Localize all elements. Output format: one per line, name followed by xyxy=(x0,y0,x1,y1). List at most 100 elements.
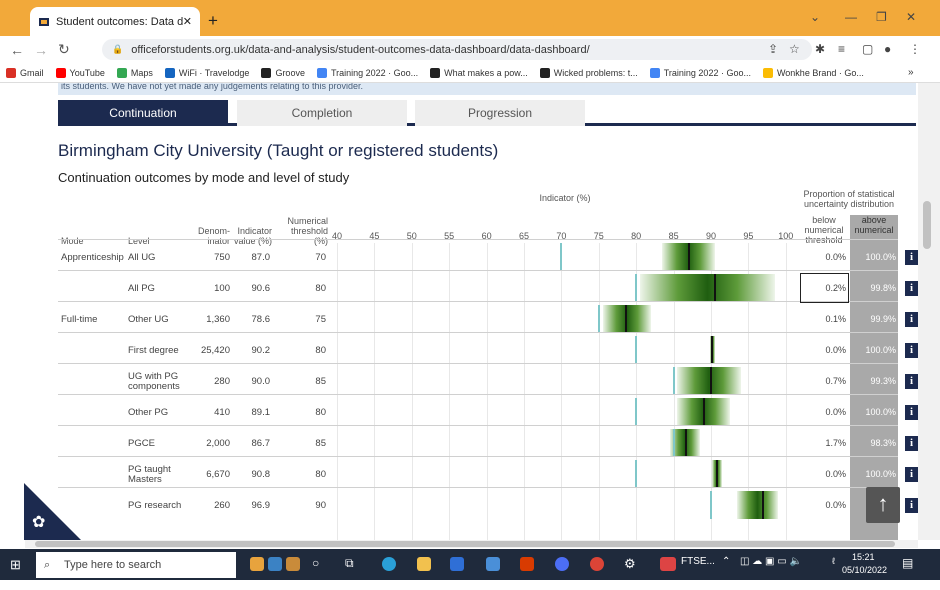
uncertainty-distribution xyxy=(677,367,741,395)
bookmark-item[interactable]: Groove xyxy=(261,67,305,78)
horizontal-scrollbar[interactable] xyxy=(25,540,918,548)
info-button[interactable]: i xyxy=(905,343,918,358)
info-button[interactable]: i xyxy=(905,281,918,296)
tab-progression[interactable]: Progression xyxy=(415,100,585,126)
indicator-marker xyxy=(711,336,714,364)
share-icon[interactable]: ⇪ xyxy=(768,42,779,56)
table-cell-indicator: 78.6 xyxy=(251,314,271,325)
bookmark-item[interactable]: Training 2022 · Goo... xyxy=(649,67,751,78)
more-bookmarks-icon[interactable]: » xyxy=(908,67,914,78)
profile-avatar-icon[interactable]: ● xyxy=(884,42,892,56)
search-placeholder: Type here to search xyxy=(64,559,162,571)
info-button[interactable]: i xyxy=(905,405,918,420)
table-cell-threshold: 85 xyxy=(315,438,326,449)
mail-icon[interactable] xyxy=(486,557,500,571)
scroll-to-top-button[interactable]: ↑ xyxy=(866,487,900,523)
menu-icon[interactable]: ⋮ xyxy=(909,42,921,56)
app-icon[interactable] xyxy=(286,557,300,571)
info-button[interactable]: i xyxy=(905,312,918,327)
info-button[interactable]: i xyxy=(905,498,918,513)
edge-icon[interactable] xyxy=(382,557,396,571)
tray-chevron-icon[interactable]: ⌃ xyxy=(722,556,731,567)
ftse-app-icon[interactable] xyxy=(660,557,676,571)
notifications-icon[interactable]: ▤ xyxy=(902,556,914,570)
new-tab-icon[interactable]: + xyxy=(208,11,218,30)
bookmark-item[interactable]: Maps xyxy=(116,67,153,78)
info-button[interactable]: i xyxy=(905,467,918,482)
info-button[interactable]: i xyxy=(905,436,918,451)
bookmark-label: What makes a pow... xyxy=(444,67,528,78)
w-icon xyxy=(539,67,550,78)
settings-corner[interactable] xyxy=(24,483,81,540)
tab-completion[interactable]: Completion xyxy=(237,100,407,126)
bookmark-item[interactable]: Training 2022 · Goo... xyxy=(316,67,418,78)
app-icon[interactable] xyxy=(250,557,264,571)
info-button[interactable]: i xyxy=(905,250,918,265)
file-explorer-icon[interactable] xyxy=(417,557,431,571)
tab-title: Student outcomes: Data dashboa xyxy=(56,15,183,28)
vertical-scrollbar[interactable] xyxy=(918,83,940,540)
bookmark-item[interactable]: Gmail xyxy=(6,67,44,78)
google-docs-icon xyxy=(316,67,327,78)
top-note: its students. We have not yet made any j… xyxy=(58,83,916,95)
close-tab-icon[interactable]: ✕ xyxy=(182,16,192,28)
table-cell-level: PG research xyxy=(128,500,182,511)
extensions-icon[interactable]: ✱ xyxy=(815,42,826,56)
bookmark-item[interactable]: WiFi · Travelodge xyxy=(164,67,249,78)
grid-line xyxy=(785,243,787,540)
above-threshold-value: 99.9% xyxy=(850,304,898,334)
app-icon[interactable] xyxy=(268,557,282,571)
reading-list-icon[interactable]: ≡ xyxy=(838,42,846,56)
clock-time[interactable]: 15:21 xyxy=(852,552,875,562)
chrome-icon[interactable] xyxy=(590,557,604,571)
outcome-tabs: Continuation Completion Progression xyxy=(58,100,916,126)
settings-icon[interactable]: ⚙ xyxy=(624,556,636,571)
axis-tick-label: 50 xyxy=(406,231,417,241)
row-divider xyxy=(58,363,898,364)
tab-search-icon[interactable]: ⌄ xyxy=(810,10,821,24)
language-icon[interactable]: ℓ xyxy=(832,556,835,566)
side-panel-icon[interactable]: ▢ xyxy=(862,42,874,56)
browser-tab[interactable]: Student outcomes: Data dashboa ✕ xyxy=(30,7,200,36)
bookmark-label: YouTube xyxy=(69,67,105,78)
bookmark-star-icon[interactable]: ☆ xyxy=(789,42,800,56)
ftse-app-label[interactable]: FTSE... xyxy=(681,556,715,567)
close-window-icon[interactable]: ✕ xyxy=(906,10,917,24)
windows-start-icon[interactable]: ⊞ xyxy=(10,557,21,572)
back-icon[interactable]: ← xyxy=(10,41,24,58)
bookmark-item[interactable]: Wonkhe Brand · Go... xyxy=(762,67,864,78)
app-icon[interactable] xyxy=(450,557,464,571)
bookmarks-bar: Gmail YouTube Maps WiFi · Travelodge Gro… xyxy=(0,63,940,83)
table-cell-denominator: 6,670 xyxy=(206,469,230,480)
office-icon[interactable] xyxy=(520,557,534,571)
reload-icon[interactable]: ↻ xyxy=(58,41,70,57)
info-button[interactable]: i xyxy=(905,374,918,389)
clock-date[interactable]: 05/10/2022 xyxy=(842,565,888,575)
row-divider xyxy=(58,425,898,426)
tray-icons[interactable]: ◫ ☁ ▣ ▭ 🔈 xyxy=(740,556,802,567)
restore-icon[interactable]: ❐ xyxy=(876,10,887,24)
cortana-icon[interactable]: ○ xyxy=(312,556,320,570)
settings-gear-icon[interactable]: ✿ xyxy=(32,514,46,531)
scroll-thumb[interactable] xyxy=(35,541,895,547)
indicator-marker xyxy=(703,398,706,426)
table-cell-level: Other PG xyxy=(128,407,169,418)
bookmark-item[interactable]: YouTube xyxy=(55,67,105,78)
minimize-icon[interactable]: — xyxy=(845,10,857,24)
url-field[interactable]: 🔒 officeforstudents.org.uk/data-and-anal… xyxy=(102,39,812,60)
app-icon[interactable] xyxy=(555,557,569,571)
taskbar-search[interactable]: ⌕ Type here to search xyxy=(36,552,236,578)
bookmark-item[interactable]: Wicked problems: t... xyxy=(539,67,638,78)
tab-continuation[interactable]: Continuation xyxy=(58,100,228,126)
table-cell-indicator: 90.2 xyxy=(251,345,271,356)
scroll-thumb[interactable] xyxy=(923,201,931,249)
threshold-marker xyxy=(635,274,638,302)
below-threshold-value: 0.1% xyxy=(825,314,846,324)
table-cell-threshold: 80 xyxy=(315,345,326,356)
bookmark-item[interactable]: What makes a pow... xyxy=(430,67,528,78)
forward-icon[interactable]: → xyxy=(34,41,48,58)
task-view-icon[interactable]: ⧉ xyxy=(345,556,354,570)
bookmark-label: Wonkhe Brand · Go... xyxy=(776,67,864,78)
table-cell-threshold: 80 xyxy=(315,407,326,418)
table-cell-indicator: 86.7 xyxy=(251,438,271,449)
